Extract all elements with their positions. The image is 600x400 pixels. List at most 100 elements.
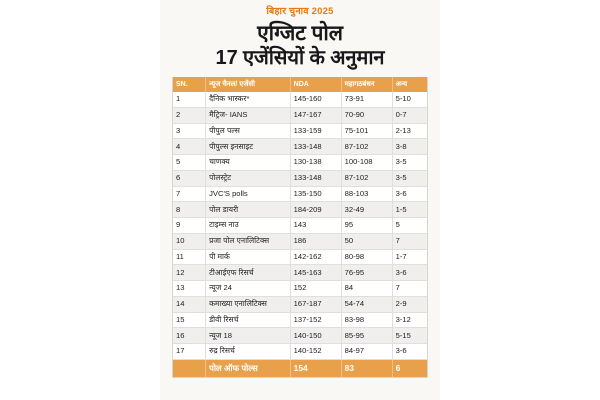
table-row: 11 पी मार्क 142-162 80-98 1-7 — [173, 249, 427, 266]
row-mgb: 80-98 — [341, 249, 393, 266]
row-agency: रुद्र रिसर्च — [205, 343, 291, 360]
row-nda: 167-187 — [290, 296, 342, 313]
row-sn: 12 — [173, 264, 207, 282]
row-mgb: 54-74 — [341, 296, 393, 313]
col-header-agency: न्यूज चैनल/ एजेंसी — [205, 77, 291, 93]
table-body: 1 दैनिक भास्कर* 145-160 73-91 5-10 2 मैट्रिज- … — [173, 92, 427, 360]
col-header-mgb: महागठबंधन — [341, 77, 393, 93]
row-sn: 16 — [173, 327, 207, 345]
row-nda: 142-162 — [290, 249, 342, 266]
row-mgb: 87-102 — [341, 170, 393, 187]
exit-poll-table: SN. न्यूज चैनल/ एजेंसी NDA महागठबंधन अन्… — [173, 77, 427, 378]
row-nda: 184-209 — [290, 201, 342, 219]
row-nda: 186 — [290, 233, 342, 250]
poll-of-polls-other: 6 — [392, 359, 427, 378]
table-row: 15 डीवी रिसर्च 137-152 83-98 3-12 — [173, 312, 427, 329]
row-other: 0-7 — [392, 107, 427, 124]
row-nda: 133-148 — [290, 138, 342, 156]
row-mgb: 88-103 — [341, 186, 393, 203]
row-other: 1-5 — [392, 201, 427, 219]
row-nda: 133-148 — [290, 170, 342, 187]
poll-of-polls-nda: 154 — [290, 359, 342, 378]
row-nda: 137-152 — [290, 312, 342, 329]
row-other: 3-8 — [392, 138, 427, 156]
row-agency: पीपुल पल्स — [205, 123, 291, 140]
col-header-sn: SN. — [173, 77, 207, 93]
row-nda: 140-150 — [290, 327, 342, 345]
row-other: 5-10 — [392, 92, 427, 108]
table-row: 1 दैनिक भास्कर* 145-160 73-91 5-10 — [173, 92, 427, 108]
row-sn: 9 — [173, 217, 207, 234]
row-agency: न्यूज 18 — [205, 327, 291, 345]
row-sn: 3 — [173, 123, 207, 140]
row-mgb: 85-95 — [341, 327, 393, 345]
row-other: 3-12 — [392, 312, 427, 329]
row-other: 5 — [392, 217, 427, 234]
row-mgb: 73-91 — [341, 92, 393, 108]
row-agency: प्रजा पोल एनालिटिक्स — [205, 233, 291, 250]
poll-of-polls-mgb: 83 — [341, 359, 393, 378]
poll-of-polls-spacer — [173, 359, 207, 378]
row-other: 2-13 — [392, 123, 427, 140]
row-sn: 5 — [173, 154, 207, 171]
row-nda: 145-163 — [290, 264, 342, 282]
row-sn: 17 — [173, 343, 207, 360]
row-sn: 14 — [173, 296, 207, 313]
row-agency: मैट्रिज- IANS — [205, 107, 291, 124]
row-agency: पोलस्ट्रेट — [205, 170, 291, 187]
row-nda: 143 — [290, 217, 342, 234]
poll-of-polls-label: पोल ऑफ पोल्स — [205, 359, 291, 378]
row-other: 5-15 — [392, 327, 427, 345]
row-sn: 6 — [173, 170, 207, 187]
row-other: 2-9 — [392, 296, 427, 313]
row-sn: 8 — [173, 201, 207, 219]
row-mgb: 84 — [341, 280, 393, 297]
col-header-other: अन्य — [392, 77, 427, 93]
table-row: 8 पोल डायरी 184-209 32-49 1-5 — [173, 201, 427, 219]
table-row: 3 पीपुल पल्स 133-159 75-101 2-13 — [173, 123, 427, 140]
row-nda: 135-150 — [290, 186, 342, 203]
row-agency: न्यूज 24 — [205, 280, 291, 297]
exit-poll-table-wrap: SN. न्यूज चैनल/ एजेंसी NDA महागठबंधन अन्… — [172, 77, 428, 379]
table-row: 17 रुद्र रिसर्च 140-152 84-97 3-6 — [173, 343, 427, 360]
table-row: 7 JVC'S polls 135-150 88-103 3-6 — [173, 186, 427, 203]
row-other: 1-7 — [392, 249, 427, 266]
row-agency: दैनिक भास्कर* — [205, 92, 291, 108]
row-agency: कमाख्या एनालिटिक्स — [205, 296, 291, 313]
table-row: 5 चाणक्य 130-138 100-108 3-5 — [173, 154, 427, 171]
row-other: 7 — [392, 280, 427, 297]
row-sn: 7 — [173, 186, 207, 203]
row-mgb: 32-49 — [341, 201, 393, 219]
row-nda: 133-159 — [290, 123, 342, 140]
row-mgb: 100-108 — [341, 154, 393, 171]
kicker-label: बिहार चुनाव 2025 — [266, 6, 334, 17]
table-row: 9 टाइम्स नाउ 143 95 5 — [173, 217, 427, 234]
table-row: 12 टीआईएफ रिसर्च 145-163 76-95 3-6 — [173, 264, 427, 282]
row-agency: चाणक्य — [205, 154, 291, 171]
table-row: 13 न्यूज 24 152 84 7 — [173, 280, 427, 297]
row-mgb: 76-95 — [341, 264, 393, 282]
row-agency: टाइम्स नाउ — [205, 217, 291, 234]
row-agency: पोल डायरी — [205, 201, 291, 219]
row-agency: टीआईएफ रिसर्च — [205, 264, 291, 282]
row-other: 3-5 — [392, 154, 427, 171]
row-mgb: 70-90 — [341, 107, 393, 124]
row-agency: JVC'S polls — [205, 186, 291, 203]
row-other: 3-5 — [392, 170, 427, 187]
row-mgb: 95 — [341, 217, 393, 234]
row-nda: 130-138 — [290, 154, 342, 171]
table-footer: पोल ऑफ पोल्स 154 83 6 — [173, 359, 427, 378]
row-nda: 147-167 — [290, 107, 342, 124]
poll-of-polls-row: पोल ऑफ पोल्स 154 83 6 — [173, 359, 427, 378]
col-header-nda: NDA — [290, 77, 342, 93]
headline-line-2: 17 एजेंसियों के अनुमान — [215, 46, 385, 69]
table-row: 16 न्यूज 18 140-150 85-95 5-15 — [173, 327, 427, 345]
exit-poll-card: बिहार चुनाव 2025 एग्जिट पोल 17 एजेंसियों… — [160, 0, 440, 400]
row-agency: पीपुल्स इनसाइट — [205, 138, 291, 156]
row-other: 7 — [392, 233, 427, 250]
row-mgb: 50 — [341, 233, 393, 250]
row-sn: 11 — [173, 249, 207, 266]
table-row: 10 प्रजा पोल एनालिटिक्स 186 50 7 — [173, 233, 427, 250]
row-mgb: 75-101 — [341, 123, 393, 140]
